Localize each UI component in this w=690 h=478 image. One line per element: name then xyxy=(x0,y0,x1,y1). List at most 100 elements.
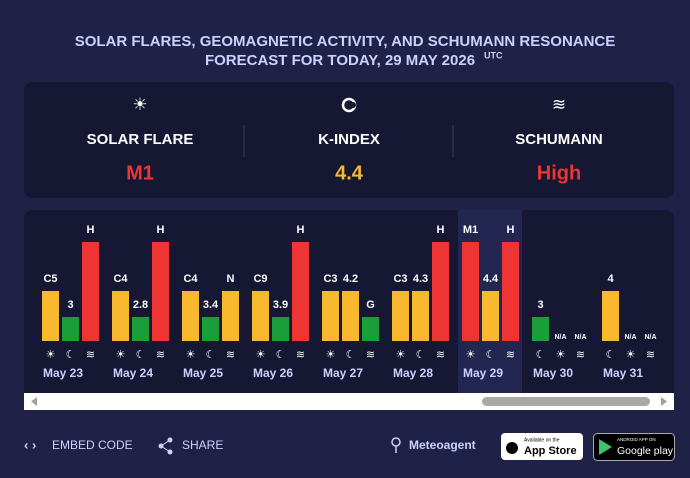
embed-label[interactable]: EMBED CODE xyxy=(52,438,133,452)
bar-label: C4 xyxy=(183,273,198,285)
bar-label: H xyxy=(157,224,165,236)
icon: ≋ xyxy=(506,348,515,361)
bar xyxy=(502,242,519,341)
icon: ☀ xyxy=(116,348,126,361)
bar-label: 4.4 xyxy=(483,273,499,285)
bar-label: 3 xyxy=(537,299,543,311)
icon: ☾ xyxy=(206,348,216,361)
bar-label: N/A xyxy=(574,334,586,341)
badge-big[interactable]: Google play xyxy=(617,445,674,457)
bar xyxy=(482,291,499,341)
bar-label: N/A xyxy=(644,334,656,341)
summary-value: M1 xyxy=(126,162,154,184)
date-label: May 23 xyxy=(43,366,83,380)
bar-label: H xyxy=(297,224,305,236)
badge-big[interactable]: App Store xyxy=(524,445,577,457)
icon: ≋ xyxy=(226,348,235,361)
icon: ☀ xyxy=(46,348,56,361)
icon: ☾ xyxy=(346,348,356,361)
brand-label[interactable]: Meteoagent xyxy=(409,438,476,452)
scroll-left[interactable] xyxy=(31,397,37,406)
bar xyxy=(42,291,59,341)
date-label: May 25 xyxy=(183,366,223,380)
bar-label: 2.8 xyxy=(133,299,148,311)
bar xyxy=(152,242,169,341)
bar xyxy=(252,291,269,341)
bar-label: C9 xyxy=(253,273,267,285)
icon: ≋ xyxy=(576,348,585,361)
bar-label: M1 xyxy=(463,224,478,236)
icon: ≋ xyxy=(436,348,445,361)
bar xyxy=(62,317,79,341)
bar-label: N xyxy=(227,273,235,285)
date-label: May 30 xyxy=(533,366,573,380)
bar-label: N/A xyxy=(554,334,566,341)
bar xyxy=(202,317,219,341)
bar-label: 4 xyxy=(607,273,614,285)
share-button[interactable]: SHARE xyxy=(158,437,224,455)
icon: ☀ xyxy=(256,348,266,361)
summary-panel xyxy=(24,82,674,198)
summary-value: 4.4 xyxy=(335,162,364,184)
bar xyxy=(222,291,239,341)
embed-button[interactable]: ‹ › EMBED CODE xyxy=(24,437,133,452)
bar-label: 4.2 xyxy=(343,273,358,285)
badge-small[interactable]: Available on the xyxy=(524,437,560,443)
bar xyxy=(362,317,379,341)
icon: ☾ xyxy=(536,348,546,361)
icon: ≋ xyxy=(156,348,165,361)
icon: ☀ xyxy=(326,348,336,361)
icon: ☾ xyxy=(486,348,496,361)
date-label: May 27 xyxy=(323,366,363,380)
icon: ☀ xyxy=(186,348,196,361)
wave-icon: ≋ xyxy=(552,95,566,115)
bar xyxy=(132,317,149,341)
bar-label: 3.4 xyxy=(203,299,219,311)
bar-label: 4.3 xyxy=(413,273,428,285)
bar xyxy=(432,242,449,341)
date-label: May 24 xyxy=(113,366,153,380)
icon: ≋ xyxy=(646,348,655,361)
bar xyxy=(82,242,99,341)
bar xyxy=(462,242,479,341)
svg-text:‹ ›: ‹ › xyxy=(24,437,36,452)
icon: ☾ xyxy=(66,348,76,361)
bar xyxy=(412,291,429,341)
moon-icon xyxy=(341,97,357,113)
date-label: May 31 xyxy=(603,366,643,380)
bar-label: C4 xyxy=(113,273,128,285)
bar-label: G xyxy=(366,299,375,311)
date-label: May 29 xyxy=(463,366,503,380)
bar-label: N/A xyxy=(624,334,636,341)
icon: ☾ xyxy=(416,348,426,361)
summary-label: SOLAR FLARE xyxy=(87,131,194,148)
google-play-badge[interactable]: ANDROID APP ON Google play xyxy=(593,433,675,461)
date-label: May 28 xyxy=(393,366,433,380)
icon: ☀ xyxy=(556,348,566,361)
date-label: May 26 xyxy=(253,366,293,380)
bar-label: C5 xyxy=(43,273,57,285)
title-line: SOLAR FLARES, GEOMAGNETIC ACTIVITY, AND … xyxy=(75,33,616,50)
scroll-right[interactable] xyxy=(661,397,667,406)
scroll-thumb[interactable] xyxy=(482,397,650,406)
share-label[interactable]: SHARE xyxy=(182,438,223,452)
bar xyxy=(392,291,409,341)
bar-label: H xyxy=(437,224,445,236)
summary-label: K-INDEX xyxy=(318,131,380,148)
badge-small[interactable]: ANDROID APP ON xyxy=(617,437,656,442)
brand[interactable]: Meteoagent xyxy=(391,437,476,453)
icon: ☾ xyxy=(276,348,286,361)
bar-label: H xyxy=(507,224,515,236)
icon: ☀ xyxy=(396,348,406,361)
bar xyxy=(182,291,199,341)
icon: ☀ xyxy=(626,348,636,361)
bar-label: C3 xyxy=(393,273,407,285)
summary-value: High xyxy=(537,162,581,184)
bar xyxy=(322,291,339,341)
bar-label: C3 xyxy=(323,273,337,285)
bar xyxy=(532,317,549,341)
app-store-badge[interactable]: Available on the App Store xyxy=(501,433,583,460)
bar xyxy=(342,291,359,341)
